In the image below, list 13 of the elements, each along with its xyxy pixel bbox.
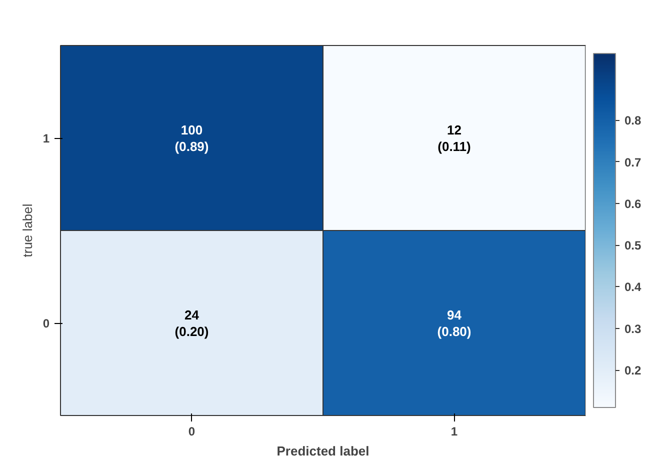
data-label: 94 (0.80) [437, 307, 472, 339]
color-bar-label: 0.6 [624, 196, 642, 211]
y-axis-title: true label [20, 204, 35, 258]
data-label: 24 (0.20) [174, 307, 209, 339]
color-bar-label: 0.2 [624, 364, 642, 378]
data-label: 100 (0.89) [174, 122, 209, 154]
color-bar-label: 0.3 [624, 322, 642, 336]
color-bar-label: 0.7 [624, 155, 642, 170]
color-bar-label: 0.4 [624, 280, 642, 294]
data-label: 12 (0.11) [438, 122, 471, 154]
color-bar-label: 0.8 [624, 114, 642, 128]
color-bar-label: 0.5 [624, 238, 642, 253]
x-axis-title: Predicted label [276, 444, 370, 458]
